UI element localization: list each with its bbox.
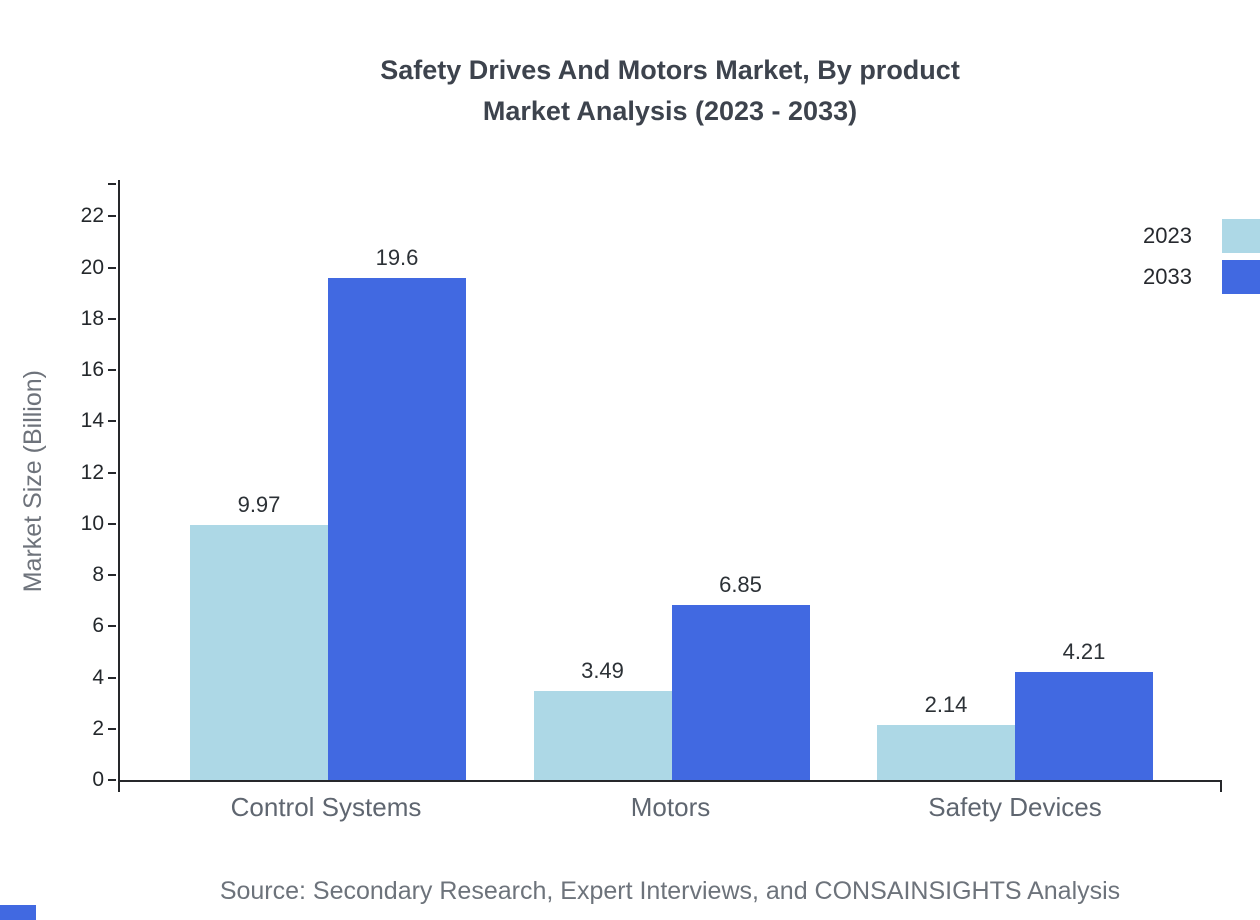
y-tick-label: 0	[92, 768, 104, 791]
y-axis-title-text: Market Size (Billion)	[18, 369, 47, 593]
y-axis-end-cap	[108, 183, 116, 185]
x-axis-labels: Control Systems Motors Safety Devices	[118, 792, 1222, 823]
y-tick-label: 18	[80, 306, 104, 330]
legend-item-2033: 2033	[1143, 260, 1260, 294]
y-tick-label: 2	[92, 716, 104, 740]
bar-value-label: 4.21	[1062, 639, 1106, 665]
x-axis-left-tick	[118, 782, 120, 792]
bar-2033-control-systems: 19.6	[328, 245, 466, 780]
legend-swatch	[1222, 260, 1260, 294]
y-tick-label: 8	[92, 563, 104, 587]
legend-label: 2033	[1143, 264, 1192, 289]
bar-group-safety-devices: 2.14 4.21	[877, 639, 1153, 780]
corner-accent	[0, 905, 36, 920]
bar-group-control-systems: 9.97 19.6	[190, 245, 466, 780]
chart-title-line2: Market Analysis (2023 - 2033)	[482, 96, 858, 126]
y-tick-label: 6	[92, 614, 104, 638]
x-category-label: Control Systems	[230, 792, 422, 822]
bar-2023-motors: 3.49	[533, 658, 672, 780]
legend: 2023 2033	[1143, 219, 1260, 301]
y-tick-mark	[108, 676, 116, 679]
chart-title-line1: Safety Drives And Motors Market, By prod…	[380, 55, 960, 85]
bar-2033-safety-devices: 4.21	[1015, 639, 1153, 780]
x-category-label: Safety Devices	[928, 792, 1102, 822]
y-tick-label: 4	[92, 665, 104, 689]
legend-item-2023: 2023	[1143, 219, 1260, 253]
y-tick-mark	[108, 574, 116, 577]
y-tick-mark	[108, 317, 116, 320]
source-text: Source: Secondary Research, Expert Inter…	[219, 877, 1121, 905]
y-tick-mark	[108, 369, 116, 372]
bar-value-label: 3.49	[581, 657, 624, 683]
y-tick-mark	[108, 215, 116, 218]
bar-value-label: 19.6	[375, 244, 419, 270]
y-tick-mark	[108, 471, 116, 474]
y-tick-mark	[108, 266, 116, 269]
bar-group-motors: 3.49 6.85	[533, 572, 810, 780]
x-axis-right-tick	[1220, 782, 1222, 792]
chart-title: Safety Drives And Motors Market, By prod…	[118, 50, 1222, 132]
y-tick-label: 10	[80, 511, 104, 535]
y-tick-label: 22	[80, 204, 104, 228]
bar-2023-safety-devices: 2.14	[877, 692, 1015, 780]
y-tick-label: 16	[80, 358, 104, 382]
y-tick-mark	[108, 420, 116, 423]
bar-value-label: 2.14	[924, 692, 968, 718]
y-tick-mark	[108, 522, 116, 525]
y-tick-mark	[108, 727, 116, 730]
bars-area: 9.97 19.6 3.49 6.85 2.14 4.21	[120, 180, 1222, 780]
legend-label: 2023	[1143, 223, 1192, 248]
bar-2033-motors: 6.85	[671, 572, 810, 780]
y-tick-label: 14	[80, 409, 104, 433]
plot-area: 0 2 4 6 8 10 12 14 16 18 20 22 9.97 19.6 3.49 6.85 2.14…	[81, 180, 1222, 792]
y-tick-mark	[108, 779, 116, 781]
legend-swatch	[1222, 219, 1260, 253]
bar-2023-control-systems: 9.97	[190, 492, 328, 780]
y-axis-title: Market Size (Billion)	[16, 180, 50, 782]
bar-value-label: 6.85	[719, 571, 762, 597]
y-tick-label: 12	[80, 460, 104, 484]
x-category-label: Motors	[630, 792, 711, 822]
bar-value-label: 9.97	[237, 491, 281, 517]
y-tick-label: 20	[80, 255, 104, 279]
y-tick-mark	[108, 625, 116, 628]
